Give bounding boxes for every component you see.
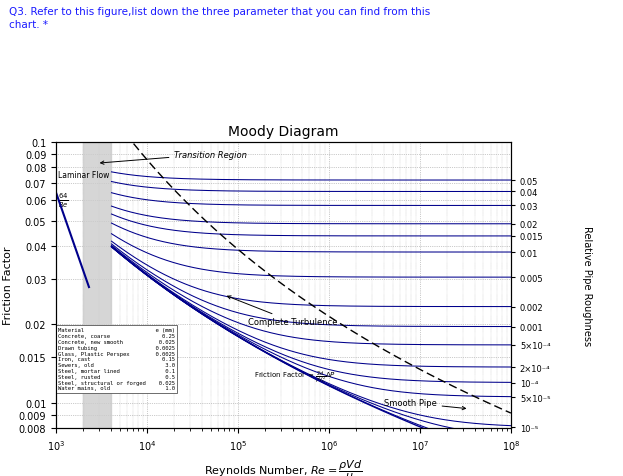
- Text: Q3. Refer to this figure,list down the three parameter that you can find from th: Q3. Refer to this figure,list down the t…: [9, 7, 430, 30]
- Text: Laminar Flow: Laminar Flow: [58, 171, 110, 180]
- Text: Friction Factor $= \frac{2d}{\rho V_s^2}\Delta P$: Friction Factor $= \frac{2d}{\rho V_s^2}…: [254, 369, 336, 386]
- Text: Transition Region: Transition Region: [100, 150, 247, 165]
- Bar: [83, 143, 111, 428]
- Title: Moody Diagram: Moody Diagram: [228, 125, 339, 139]
- Y-axis label: Friction Factor: Friction Factor: [3, 247, 13, 325]
- X-axis label: Reynolds Number, $Re = \dfrac{\rho V d}{\mu}$: Reynolds Number, $Re = \dfrac{\rho V d}{…: [204, 457, 363, 476]
- Text: Material                      e (mm)
Concrete, coarse                0.25
Concre: Material e (mm) Concrete, coarse 0.25 Co…: [58, 327, 175, 390]
- Text: Smooth Pipe: Smooth Pipe: [384, 398, 465, 410]
- Y-axis label: Relative Pipe Roughness: Relative Pipe Roughness: [582, 226, 592, 346]
- Text: Complete Turbulence: Complete Turbulence: [227, 296, 338, 327]
- Text: $\frac{64}{Re}$: $\frac{64}{Re}$: [58, 191, 69, 209]
